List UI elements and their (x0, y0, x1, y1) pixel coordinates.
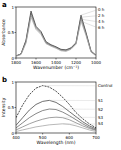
series-line (16, 11, 96, 56)
series-line (16, 109, 96, 130)
series-label: 6 h (98, 25, 105, 30)
series-label: 4 h (98, 19, 105, 24)
plot-area (16, 11, 96, 56)
label-leader (49, 109, 97, 110)
y-tick-label: 0.5 (8, 105, 15, 110)
label-leader (81, 10, 98, 15)
y-tick (15, 107, 17, 108)
panel-label: a (2, 1, 7, 9)
y-tick (15, 133, 17, 134)
y-tick-label: 0 (11, 131, 14, 136)
y-tick-label: 0 (11, 56, 14, 61)
y-axis-label: Intensity (1, 97, 6, 117)
series-label: S3 (98, 115, 104, 120)
y-axis-label: Absorbance (1, 19, 6, 46)
x-axis-label: Wavenumber (cm⁻¹) (33, 65, 79, 70)
series-label: S1 (98, 98, 104, 103)
series-line (16, 86, 96, 128)
series-label: 2 h (98, 13, 105, 18)
x-tick-label: 1000 (91, 60, 102, 65)
y-tick (15, 58, 17, 59)
label-leader (43, 85, 98, 86)
plot-frame (16, 7, 96, 58)
series-label: S2 (98, 107, 104, 112)
y-tick-label: 1 (11, 80, 14, 85)
y-tick-label: 1 (11, 5, 14, 10)
series-label: S4 (98, 121, 104, 126)
label-leader (56, 117, 98, 118)
series-label: Control (98, 83, 112, 88)
label-leader (81, 21, 98, 27)
series-line (16, 124, 96, 132)
series-label: 0 h (98, 7, 105, 12)
x-axis-label: Wavelength (nm) (37, 140, 76, 145)
y-tick (15, 32, 17, 33)
plot-frame (16, 82, 96, 133)
plot-area (16, 86, 96, 132)
x-tick-label: 700 (92, 135, 100, 140)
y-tick (15, 7, 17, 8)
label-leader (81, 19, 98, 21)
label-leader (81, 16, 98, 18)
y-tick (15, 82, 17, 83)
label-leader (63, 123, 98, 124)
y-tick-label: 0.5 (8, 30, 15, 35)
label-leader (49, 100, 97, 101)
panel-label: b (2, 76, 7, 84)
series-line (16, 17, 96, 56)
series-line (16, 15, 96, 56)
x-tick-label: 400 (12, 135, 20, 140)
figure: a1800160014001200100000.51Wavenumber (cm… (0, 0, 121, 150)
x-tick-label: 1800 (11, 60, 22, 65)
